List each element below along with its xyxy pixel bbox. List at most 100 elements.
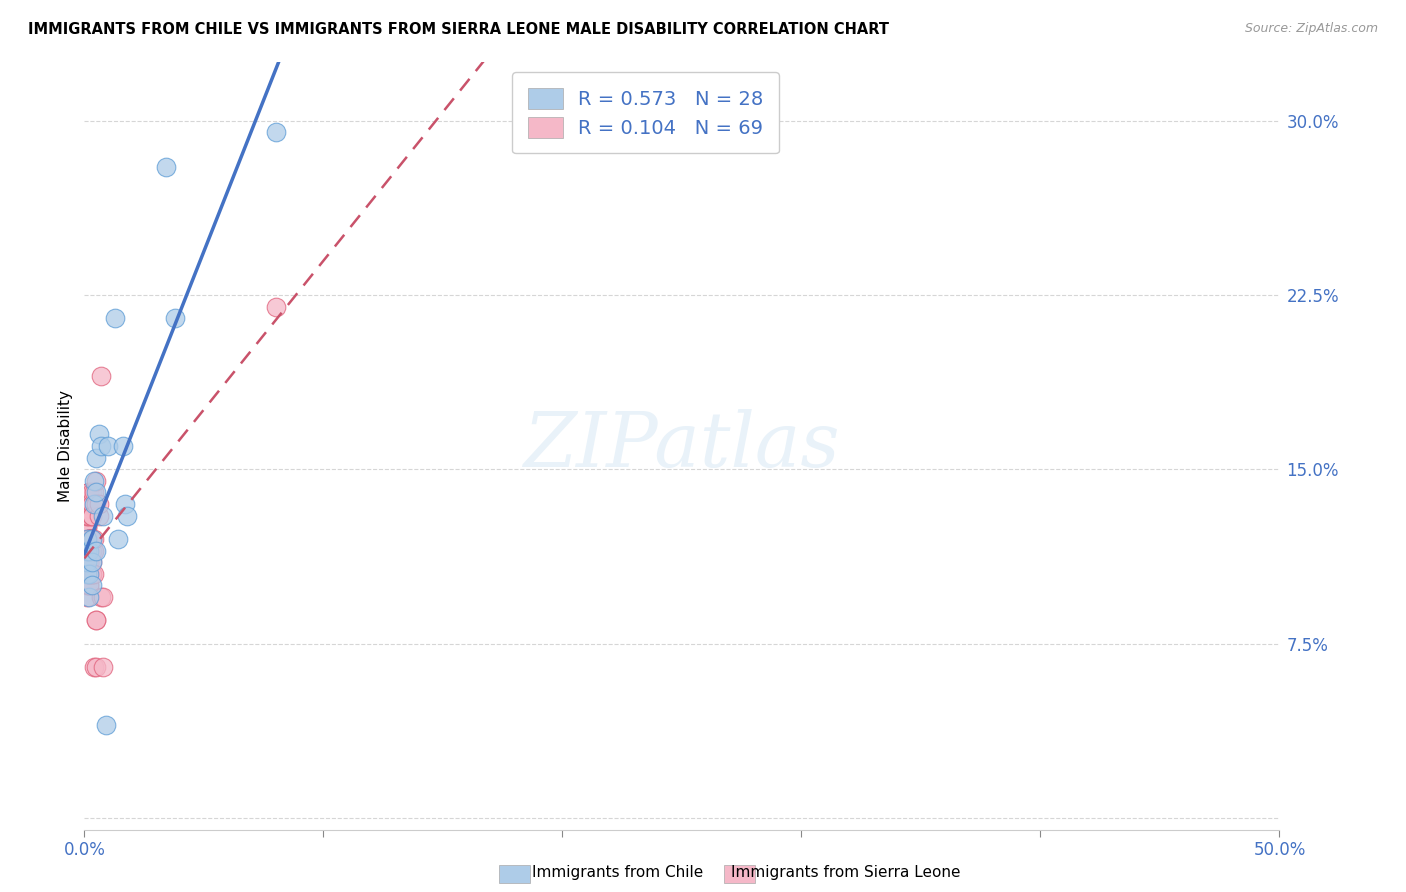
Point bbox=[111, 439, 134, 453]
Point bbox=[117, 508, 139, 523]
Text: Immigrants from Chile: Immigrants from Chile bbox=[531, 865, 703, 880]
Point bbox=[76, 543, 98, 558]
Point bbox=[83, 485, 105, 500]
Point bbox=[76, 555, 98, 569]
Point bbox=[80, 508, 103, 523]
Point bbox=[77, 532, 100, 546]
Point bbox=[86, 485, 108, 500]
Point bbox=[80, 532, 103, 546]
Point bbox=[80, 543, 103, 558]
Point bbox=[76, 555, 98, 569]
Point bbox=[83, 474, 105, 488]
Point bbox=[264, 300, 287, 314]
Point bbox=[77, 543, 100, 558]
Point bbox=[77, 532, 100, 546]
Point bbox=[165, 311, 187, 326]
Point bbox=[77, 555, 100, 569]
Text: Source: ZipAtlas.com: Source: ZipAtlas.com bbox=[1244, 22, 1378, 36]
Point bbox=[77, 566, 100, 581]
Point bbox=[76, 532, 98, 546]
Point bbox=[76, 532, 98, 546]
Point bbox=[97, 439, 120, 453]
Point bbox=[77, 566, 100, 581]
Point bbox=[86, 613, 108, 627]
Text: Immigrants from Sierra Leone: Immigrants from Sierra Leone bbox=[731, 865, 960, 880]
Point bbox=[86, 543, 108, 558]
Legend: R = 0.573   N = 28, R = 0.104   N = 69: R = 0.573 N = 28, R = 0.104 N = 69 bbox=[512, 72, 779, 153]
Point bbox=[114, 497, 136, 511]
Point bbox=[76, 532, 98, 546]
Point bbox=[77, 555, 100, 569]
Point bbox=[76, 520, 98, 534]
Point bbox=[80, 532, 103, 546]
Point bbox=[76, 566, 98, 581]
Point bbox=[77, 508, 100, 523]
Point bbox=[155, 160, 177, 174]
Point bbox=[83, 566, 105, 581]
Point bbox=[77, 532, 100, 546]
Point bbox=[77, 497, 100, 511]
Point bbox=[80, 485, 103, 500]
Point bbox=[80, 578, 103, 592]
Point bbox=[80, 532, 103, 546]
Point bbox=[93, 590, 115, 604]
Point bbox=[93, 508, 115, 523]
Point bbox=[83, 543, 105, 558]
Point bbox=[76, 555, 98, 569]
Point bbox=[77, 590, 100, 604]
Point bbox=[107, 532, 129, 546]
Point bbox=[76, 497, 98, 511]
Point bbox=[80, 566, 103, 581]
Point bbox=[77, 578, 100, 592]
Point bbox=[76, 543, 98, 558]
Point bbox=[76, 508, 98, 523]
Point bbox=[83, 532, 105, 546]
Point bbox=[86, 497, 108, 511]
Point bbox=[76, 555, 98, 569]
Text: IMMIGRANTS FROM CHILE VS IMMIGRANTS FROM SIERRA LEONE MALE DISABILITY CORRELATIO: IMMIGRANTS FROM CHILE VS IMMIGRANTS FROM… bbox=[28, 22, 889, 37]
Point bbox=[90, 439, 112, 453]
Point bbox=[76, 566, 98, 581]
Point bbox=[77, 566, 100, 581]
Point bbox=[76, 508, 98, 523]
Point bbox=[87, 497, 110, 511]
Point bbox=[87, 508, 110, 523]
Point bbox=[80, 543, 103, 558]
Point bbox=[83, 497, 105, 511]
Point bbox=[264, 125, 287, 139]
Point bbox=[77, 566, 100, 581]
Point bbox=[86, 613, 108, 627]
Point bbox=[80, 497, 103, 511]
Point bbox=[90, 590, 112, 604]
Point bbox=[77, 543, 100, 558]
Point bbox=[80, 555, 103, 569]
Point bbox=[77, 543, 100, 558]
Point bbox=[104, 311, 127, 326]
Point bbox=[83, 660, 105, 674]
Point bbox=[77, 555, 100, 569]
Point bbox=[77, 555, 100, 569]
Point bbox=[93, 660, 115, 674]
Point bbox=[86, 474, 108, 488]
Point bbox=[76, 543, 98, 558]
Point bbox=[76, 543, 98, 558]
Point bbox=[90, 369, 112, 384]
Point bbox=[87, 427, 110, 442]
Point bbox=[76, 520, 98, 534]
Point bbox=[77, 566, 100, 581]
Point bbox=[94, 718, 117, 732]
Point bbox=[86, 450, 108, 465]
Point bbox=[80, 532, 103, 546]
Point bbox=[77, 532, 100, 546]
Point bbox=[80, 555, 103, 569]
Point bbox=[86, 660, 108, 674]
Point bbox=[77, 566, 100, 581]
Point bbox=[76, 566, 98, 581]
Y-axis label: Male Disability: Male Disability bbox=[58, 390, 73, 502]
Point bbox=[77, 578, 100, 592]
Point bbox=[76, 566, 98, 581]
Point bbox=[80, 566, 103, 581]
Text: ZIPatlas: ZIPatlas bbox=[523, 409, 841, 483]
Point bbox=[77, 485, 100, 500]
Point bbox=[80, 508, 103, 523]
